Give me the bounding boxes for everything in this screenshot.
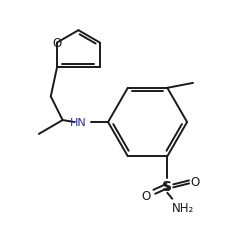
Text: O: O <box>52 37 61 50</box>
Text: O: O <box>140 190 150 202</box>
Text: S: S <box>162 179 171 193</box>
Text: O: O <box>189 176 199 189</box>
Text: NH₂: NH₂ <box>171 201 194 214</box>
Text: HN: HN <box>69 118 86 128</box>
